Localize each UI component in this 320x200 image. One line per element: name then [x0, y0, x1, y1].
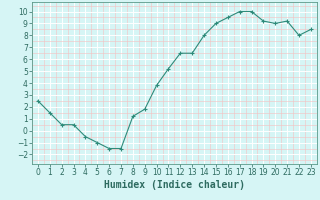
- X-axis label: Humidex (Indice chaleur): Humidex (Indice chaleur): [104, 180, 245, 190]
